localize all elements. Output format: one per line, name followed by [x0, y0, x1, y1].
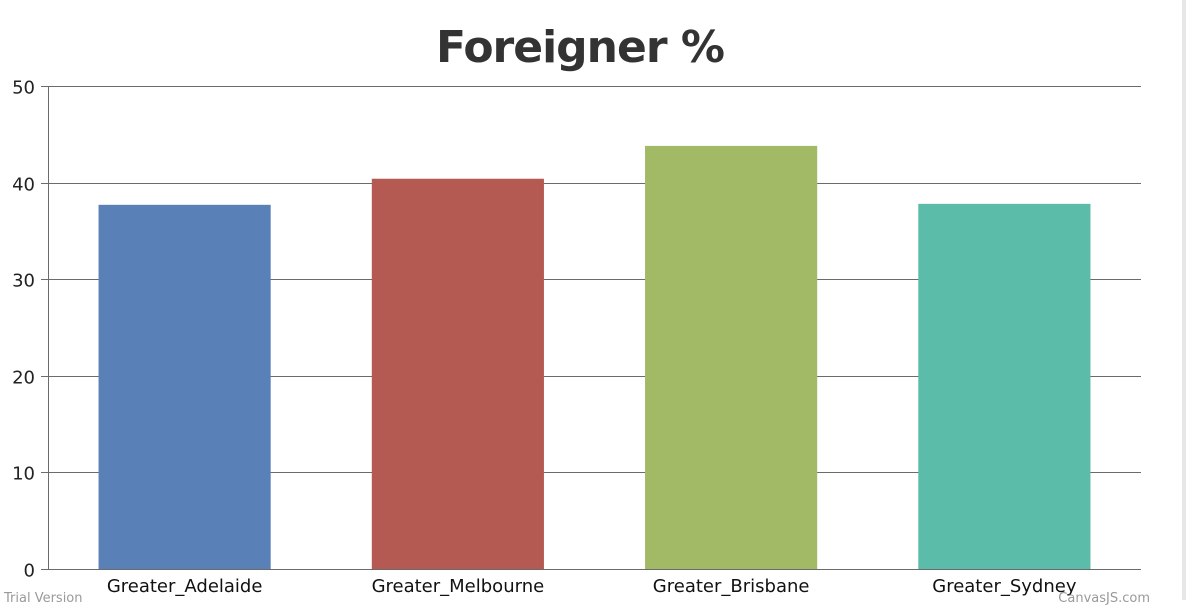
x-tick-label: Greater_Melbourne: [372, 576, 545, 597]
bar: [98, 204, 271, 569]
y-tick-label: 20: [12, 368, 35, 389]
x-tick-label: Greater_Brisbane: [653, 576, 810, 597]
bars: [98, 145, 1091, 570]
bar: [918, 203, 1091, 570]
y-tick-label: 10: [12, 464, 35, 485]
y-tick-label: 50: [12, 78, 35, 99]
vendor-watermark: CanvasJS.com: [1058, 591, 1150, 606]
x-tick-label: Greater_Sydney: [932, 576, 1077, 597]
chart-title: Foreigner %: [436, 22, 724, 73]
y-tick-label: 30: [12, 271, 35, 292]
page-edge: [1182, 0, 1186, 600]
y-tick-label: 40: [12, 175, 35, 196]
bar: [371, 178, 544, 569]
bar: [645, 145, 818, 569]
x-tick-label: Greater_Adelaide: [107, 576, 263, 597]
y-tick-label: 0: [24, 561, 35, 582]
axes: 0 10 20 30 40 50 Greater_Adelaide Greater_Melbo…: [12, 78, 1141, 597]
trial-watermark: Trial Version: [4, 591, 83, 606]
